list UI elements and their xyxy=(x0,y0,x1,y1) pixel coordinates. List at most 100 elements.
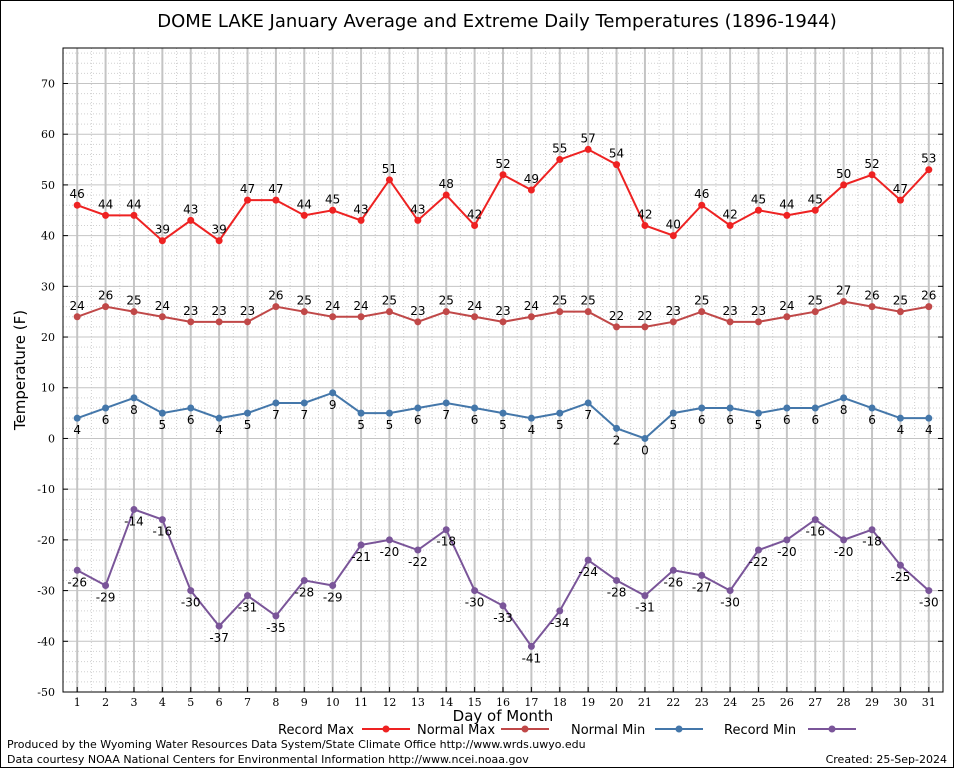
data-point xyxy=(584,308,592,316)
data-label: -18 xyxy=(862,535,882,549)
data-label: 2 xyxy=(613,433,621,447)
data-point xyxy=(215,237,223,245)
data-label: -34 xyxy=(550,616,570,630)
x-tick-label: 6 xyxy=(216,696,223,709)
data-point xyxy=(471,587,479,595)
data-point xyxy=(102,211,110,219)
x-tick-label: 30 xyxy=(893,696,907,709)
data-label: 6 xyxy=(414,413,422,427)
x-tick-label: 2 xyxy=(102,696,109,709)
data-point xyxy=(556,156,564,164)
data-point xyxy=(187,318,195,326)
data-label: 22 xyxy=(609,309,624,323)
data-label: 27 xyxy=(836,284,851,298)
series-record-min: -26-29-14-16-30-37-31-35-28 -29-21 -20-22-… xyxy=(67,505,939,665)
data-label: 8 xyxy=(840,403,848,417)
data-point xyxy=(613,576,621,584)
data-point xyxy=(102,303,110,311)
x-tick-label: 3 xyxy=(130,696,137,709)
data-point xyxy=(244,592,252,600)
data-point xyxy=(442,308,450,316)
data-point xyxy=(669,232,677,240)
data-label: 23 xyxy=(495,304,510,318)
data-point xyxy=(357,409,365,417)
data-label: 7 xyxy=(442,408,450,422)
data-point xyxy=(385,536,393,544)
data-point xyxy=(783,404,791,412)
data-label: 39 xyxy=(211,223,226,237)
data-point xyxy=(925,587,933,595)
data-point xyxy=(272,196,280,204)
data-label: 6 xyxy=(187,413,195,427)
data-point xyxy=(641,221,649,229)
data-point xyxy=(527,186,535,194)
data-point xyxy=(754,546,762,554)
footer-data-courtesy: Data courtesy NOAA National Centers for … xyxy=(7,753,529,766)
data-point xyxy=(442,399,450,407)
data-point xyxy=(73,414,81,422)
legend-label-normal-max: Normal Max xyxy=(417,723,495,738)
data-point xyxy=(130,211,138,219)
footer-produced-by: Produced by the Wyoming Water Resources … xyxy=(7,738,586,751)
data-point xyxy=(896,414,904,422)
data-point xyxy=(556,308,564,316)
data-point xyxy=(300,399,308,407)
y-tick-label: -20 xyxy=(37,534,55,547)
data-point xyxy=(329,206,337,214)
data-label: -16 xyxy=(153,525,173,539)
data-label: -33 xyxy=(493,611,513,625)
data-label: -30 xyxy=(181,596,201,610)
x-tick-label: 15 xyxy=(468,696,482,709)
x-tick-label: 11 xyxy=(354,696,368,709)
y-tick-label: 30 xyxy=(41,280,55,293)
data-label: 43 xyxy=(353,202,368,216)
data-label: -31 xyxy=(238,601,258,615)
data-label: 25 xyxy=(382,294,397,308)
legend-label-normal-min: Normal Min xyxy=(571,723,645,738)
data-label: 23 xyxy=(410,304,425,318)
data-point xyxy=(442,526,450,534)
data-label: 4 xyxy=(73,423,81,437)
data-label: 6 xyxy=(811,413,819,427)
data-point xyxy=(840,298,848,306)
data-label: -22 xyxy=(408,555,428,569)
data-label: 23 xyxy=(666,304,681,318)
data-point xyxy=(811,308,819,316)
data-point xyxy=(414,216,422,224)
y-tick-label: 50 xyxy=(41,179,55,192)
data-point xyxy=(102,404,110,412)
data-label: 4 xyxy=(897,423,905,437)
y-tick-label: 10 xyxy=(41,382,55,395)
data-point xyxy=(641,592,649,600)
data-label: 25 xyxy=(893,294,908,308)
data-point xyxy=(669,318,677,326)
data-point xyxy=(272,399,280,407)
data-point xyxy=(698,308,706,316)
y-tick-label: 70 xyxy=(41,77,55,90)
data-point xyxy=(726,318,734,326)
x-tick-label: 27 xyxy=(808,696,822,709)
x-tick-label: 18 xyxy=(553,696,567,709)
data-label: 46 xyxy=(694,187,709,201)
data-label: 6 xyxy=(783,413,791,427)
data-point xyxy=(868,171,876,179)
data-label: 57 xyxy=(581,131,596,145)
data-point xyxy=(754,318,762,326)
legend-label-record-max: Record Max xyxy=(278,723,354,738)
y-tick-label: -40 xyxy=(37,635,55,648)
y-tick-label: -30 xyxy=(37,585,55,598)
data-point xyxy=(158,516,166,524)
x-tick-label: 26 xyxy=(780,696,794,709)
data-point xyxy=(811,404,819,412)
footer-created-date: Created: 25-Sep-2024 xyxy=(825,753,947,766)
data-label: 5 xyxy=(159,418,167,432)
y-tick-label: 40 xyxy=(41,230,55,243)
data-point xyxy=(669,409,677,417)
data-point xyxy=(499,602,507,610)
data-label: 7 xyxy=(300,408,308,422)
data-label: 46 xyxy=(70,187,85,201)
x-tick-label: 12 xyxy=(382,696,396,709)
data-label: 26 xyxy=(921,289,936,303)
